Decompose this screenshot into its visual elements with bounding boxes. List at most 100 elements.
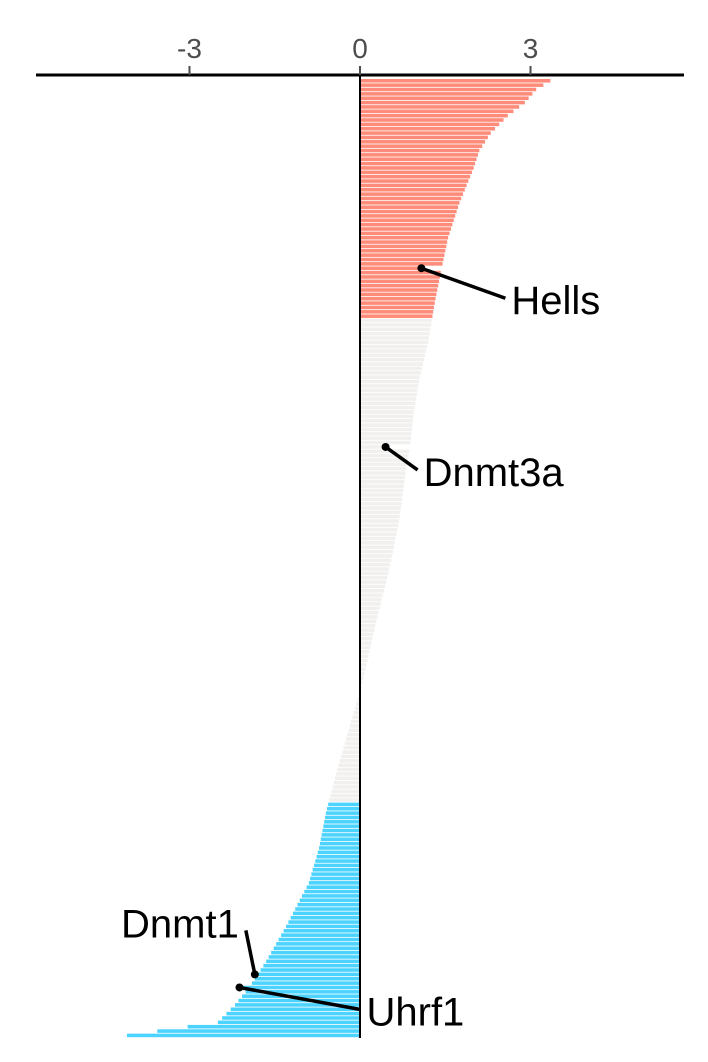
bar (360, 532, 397, 536)
bar (360, 523, 399, 528)
bar (360, 623, 376, 628)
bar (360, 423, 413, 427)
bar (324, 820, 360, 824)
bar (360, 79, 551, 83)
bar (360, 192, 464, 196)
bar (360, 305, 434, 310)
bar (299, 898, 360, 903)
bar (360, 453, 409, 458)
bar (360, 480, 405, 484)
bar (217, 1020, 360, 1025)
bar (360, 650, 370, 654)
bar (254, 972, 360, 977)
bar (360, 353, 426, 358)
bar (360, 432, 412, 436)
bar (360, 240, 448, 244)
bar (360, 122, 500, 127)
bar (352, 715, 360, 719)
bar (338, 763, 360, 767)
bar (360, 148, 480, 153)
bar (360, 667, 366, 672)
bar (360, 323, 432, 327)
x-axis-ticks: -3 0 3 (177, 33, 538, 75)
bar (354, 706, 360, 711)
bar (360, 641, 372, 645)
bar (360, 676, 364, 680)
bar (360, 405, 415, 410)
bar (360, 427, 413, 432)
bar (319, 846, 360, 850)
bar (254, 976, 360, 981)
bar (334, 776, 360, 781)
bar (360, 196, 462, 201)
bar (360, 270, 441, 275)
bar (360, 205, 459, 209)
bar (276, 942, 360, 946)
bar (332, 785, 360, 789)
bar (360, 645, 371, 650)
bar (230, 1007, 360, 1012)
bar (360, 506, 401, 510)
bar (157, 1029, 360, 1033)
bar (360, 153, 478, 157)
bar (360, 314, 433, 318)
bar (360, 589, 384, 593)
bar (360, 536, 396, 541)
gene-label: Uhrf1 (366, 990, 464, 1034)
bar (327, 806, 360, 811)
gene-annotations: Hells Dnmt3a Dnmt1 Uhrf1 (121, 264, 600, 1034)
bar (360, 636, 373, 641)
bar (360, 575, 387, 580)
bar (360, 615, 378, 619)
bar (263, 963, 360, 968)
bar (360, 362, 423, 366)
bar (351, 719, 360, 724)
bar (360, 549, 393, 554)
bar (360, 187, 465, 192)
bar (360, 244, 447, 249)
bar (323, 824, 360, 828)
bar (360, 375, 420, 379)
bar (360, 488, 404, 493)
bar (360, 214, 456, 218)
gene-label: Hells (511, 279, 600, 323)
bar (360, 357, 424, 362)
bar (360, 83, 544, 87)
bar (360, 497, 403, 502)
bar (302, 894, 360, 898)
bar (320, 837, 360, 842)
bar (360, 558, 392, 563)
bar (347, 732, 360, 737)
bar (310, 876, 360, 881)
bar (325, 811, 360, 815)
bar (360, 514, 400, 519)
bar (242, 994, 360, 998)
bar (360, 183, 467, 188)
bar (360, 249, 446, 253)
bar (360, 292, 437, 297)
bar (360, 227, 451, 231)
bar (360, 87, 537, 92)
bar (360, 584, 385, 589)
bar (360, 371, 421, 375)
bar (360, 628, 375, 632)
bar (360, 440, 411, 445)
annotation-leader-line (244, 930, 257, 975)
bar (360, 606, 380, 611)
bar (360, 571, 389, 576)
bar (360, 174, 471, 179)
bar (316, 854, 360, 859)
bar (360, 458, 408, 462)
bar (360, 118, 504, 122)
bar (360, 384, 419, 388)
bar (360, 340, 429, 345)
bar (330, 793, 360, 798)
bar (360, 179, 469, 183)
bar (360, 397, 417, 401)
bar (348, 728, 360, 733)
bar (360, 414, 414, 419)
bar (271, 950, 360, 955)
bar (360, 222, 453, 227)
bar (281, 933, 360, 937)
bar (346, 737, 360, 741)
